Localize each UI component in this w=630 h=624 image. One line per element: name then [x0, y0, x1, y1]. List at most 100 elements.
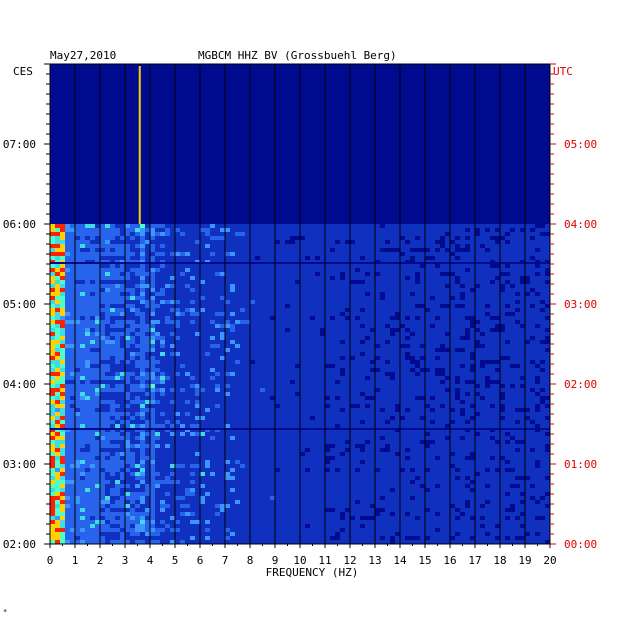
heatmap-cell: [50, 240, 55, 244]
heatmap-cell: [95, 332, 100, 336]
heatmap-cell: [295, 324, 300, 328]
heatmap-cell: [305, 368, 310, 372]
heatmap-cell: [65, 304, 70, 308]
heatmap-cell: [275, 380, 280, 384]
heatmap-cell: [410, 360, 415, 364]
heatmap-cell: [170, 236, 175, 240]
heatmap-cell: [420, 288, 425, 292]
heatmap-cell: [380, 292, 385, 296]
heatmap-cell: [500, 360, 505, 364]
heatmap-cell: [475, 284, 480, 288]
heatmap-cell: [95, 296, 100, 300]
heatmap-cell: [90, 236, 95, 240]
heatmap-cell: [420, 308, 425, 312]
heatmap-cell: [360, 404, 365, 408]
heatmap-cell: [150, 336, 155, 340]
heatmap-cell: [180, 232, 185, 236]
heatmap-cell: [380, 320, 385, 324]
heatmap-cell: [130, 232, 135, 236]
heatmap-cell: [60, 412, 65, 416]
heatmap-cell: [65, 356, 70, 360]
heatmap-cell: [355, 416, 360, 420]
heatmap-cell: [100, 284, 105, 288]
heatmap-cell: [435, 368, 440, 372]
heatmap-cell: [360, 236, 365, 240]
heatmap-cell: [260, 224, 265, 228]
heatmap-cell: [150, 284, 155, 288]
heatmap-cell: [150, 392, 155, 396]
heatmap-cell: [180, 360, 185, 364]
heatmap-cell: [390, 288, 395, 292]
heatmap-cell: [285, 228, 290, 232]
heatmap-cell: [155, 288, 160, 292]
heatmap-cell: [85, 344, 90, 348]
heatmap-cell: [395, 420, 400, 424]
heatmap-cell: [240, 228, 245, 232]
heatmap-cell: [80, 356, 85, 360]
heatmap-cell: [370, 388, 375, 392]
heatmap-cell: [405, 288, 410, 292]
heatmap-cell: [170, 336, 175, 340]
heatmap-cell: [100, 420, 105, 424]
heatmap-cell: [295, 360, 300, 364]
heatmap-cell: [245, 348, 250, 352]
heatmap-cell: [395, 228, 400, 232]
heatmap-cell: [75, 236, 80, 240]
heatmap-cell: [215, 320, 220, 324]
heatmap-cell: [400, 232, 405, 236]
heatmap-cell: [510, 400, 515, 404]
heatmap-cell: [190, 368, 195, 372]
heatmap-cell: [330, 336, 335, 340]
heatmap-cell: [315, 348, 320, 352]
heatmap-cell: [190, 300, 195, 304]
heatmap-cell: [405, 284, 410, 288]
heatmap-cell: [155, 308, 160, 312]
heatmap-cell: [450, 388, 455, 392]
heatmap-cell: [335, 240, 340, 244]
heatmap-cell: [200, 348, 205, 352]
heatmap-cell: [115, 224, 120, 228]
heatmap-cell: [205, 376, 210, 380]
heatmap-cell: [305, 312, 310, 316]
heatmap-cell: [410, 248, 415, 252]
heatmap-cell: [325, 408, 330, 412]
heatmap-cell: [500, 304, 505, 308]
heatmap-cell: [505, 280, 510, 284]
heatmap-cell: [335, 388, 340, 392]
heatmap-cell: [150, 412, 155, 416]
heatmap-cell: [460, 380, 465, 384]
heatmap-cell: [100, 404, 105, 408]
heatmap-cell: [505, 236, 510, 240]
heatmap-cell: [355, 340, 360, 344]
heatmap-cell: [275, 324, 280, 328]
heatmap-cell: [330, 416, 335, 420]
heatmap-cell: [350, 336, 355, 340]
heatmap-cell: [425, 272, 430, 276]
heatmap-cell: [520, 364, 525, 368]
heatmap-cell: [410, 252, 415, 256]
heatmap-cell: [515, 344, 520, 348]
heatmap-cell: [335, 392, 340, 396]
heatmap-cell: [375, 240, 380, 244]
heatmap-cell: [265, 332, 270, 336]
heatmap-cell: [125, 296, 130, 300]
heatmap-cell: [370, 416, 375, 420]
heatmap-cell: [260, 400, 265, 404]
heatmap-cell: [405, 316, 410, 320]
heatmap-cell: [310, 236, 315, 240]
heatmap-cell: [220, 340, 225, 344]
heatmap-cell: [80, 272, 85, 276]
heatmap-cell: [540, 224, 545, 228]
heatmap-cell: [335, 252, 340, 256]
heatmap-cell: [95, 400, 100, 404]
heatmap-cell: [175, 400, 180, 404]
heatmap-cell: [410, 376, 415, 380]
heatmap-cell: [345, 320, 350, 324]
heatmap-cell: [65, 272, 70, 276]
heatmap-cell: [395, 284, 400, 288]
heatmap-cell: [170, 232, 175, 236]
heatmap-cell: [450, 236, 455, 240]
heatmap-cell: [235, 368, 240, 372]
heatmap-cell: [365, 272, 370, 276]
heatmap-cell: [115, 376, 120, 380]
